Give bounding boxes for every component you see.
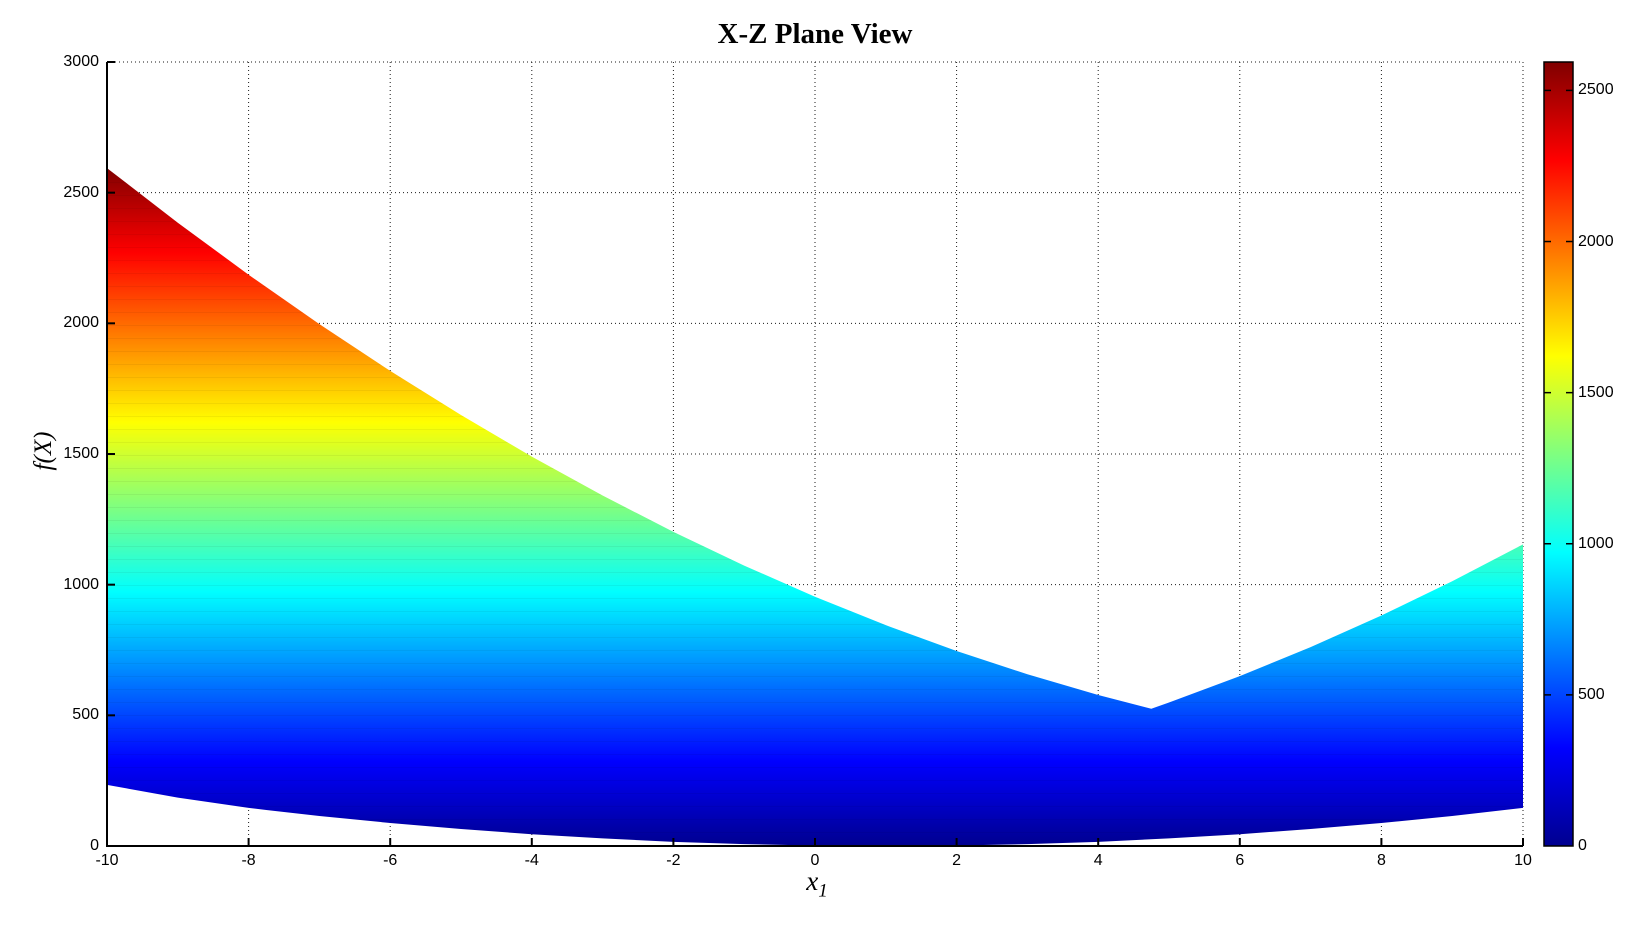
x-axis-tick-label: 0 xyxy=(810,852,820,869)
y-axis-tick-label: 2500 xyxy=(63,183,99,201)
chart-title: X-Z Plane View xyxy=(717,18,913,50)
axes xyxy=(106,61,1524,847)
y-axis-tick-label: 1000 xyxy=(63,575,99,593)
colorbar-tick-label: 1500 xyxy=(1578,383,1614,401)
colorbar xyxy=(1543,61,1574,847)
x-axis-label: x1 xyxy=(806,866,827,900)
y-axis-tick-label: 2000 xyxy=(63,314,99,332)
x-axis-tick-label: 6 xyxy=(1235,852,1245,869)
x-axis-tick-label: -10 xyxy=(95,852,119,869)
colorbar-group xyxy=(1543,61,1574,847)
y-axis-tick-label: 500 xyxy=(72,706,99,724)
colorbar-tick-label: 500 xyxy=(1578,685,1605,703)
colorbar-tick-label: 1000 xyxy=(1578,534,1614,552)
x-axis-tick-label: -2 xyxy=(666,852,681,869)
colorbar-tick-label: 2000 xyxy=(1578,232,1614,250)
x-axis-tick-label: 2 xyxy=(952,852,962,869)
colorbar-tick-label: 0 xyxy=(1578,837,1587,854)
x-axis-tick-label: 10 xyxy=(1514,852,1532,869)
surface-mesh-banding xyxy=(107,168,1523,847)
grid-lines xyxy=(107,61,1524,846)
y-axis-tick-label: 0 xyxy=(90,837,99,854)
x-axis-label-subscript: 1 xyxy=(818,880,828,902)
x-axis-tick-label: 8 xyxy=(1376,852,1386,869)
x-axis-tick-label: 4 xyxy=(1093,852,1103,869)
x-axis-label-base: x xyxy=(806,866,819,896)
x-axis-tick-label: -8 xyxy=(241,852,256,869)
y-axis-tick-label: 1500 xyxy=(63,445,99,462)
x-axis-tick-label: -6 xyxy=(383,852,398,869)
y-axis-tick-label: 3000 xyxy=(63,53,99,70)
colorbar-tick-label: 2500 xyxy=(1578,81,1614,99)
x-axis-tick-label: -4 xyxy=(524,852,539,869)
